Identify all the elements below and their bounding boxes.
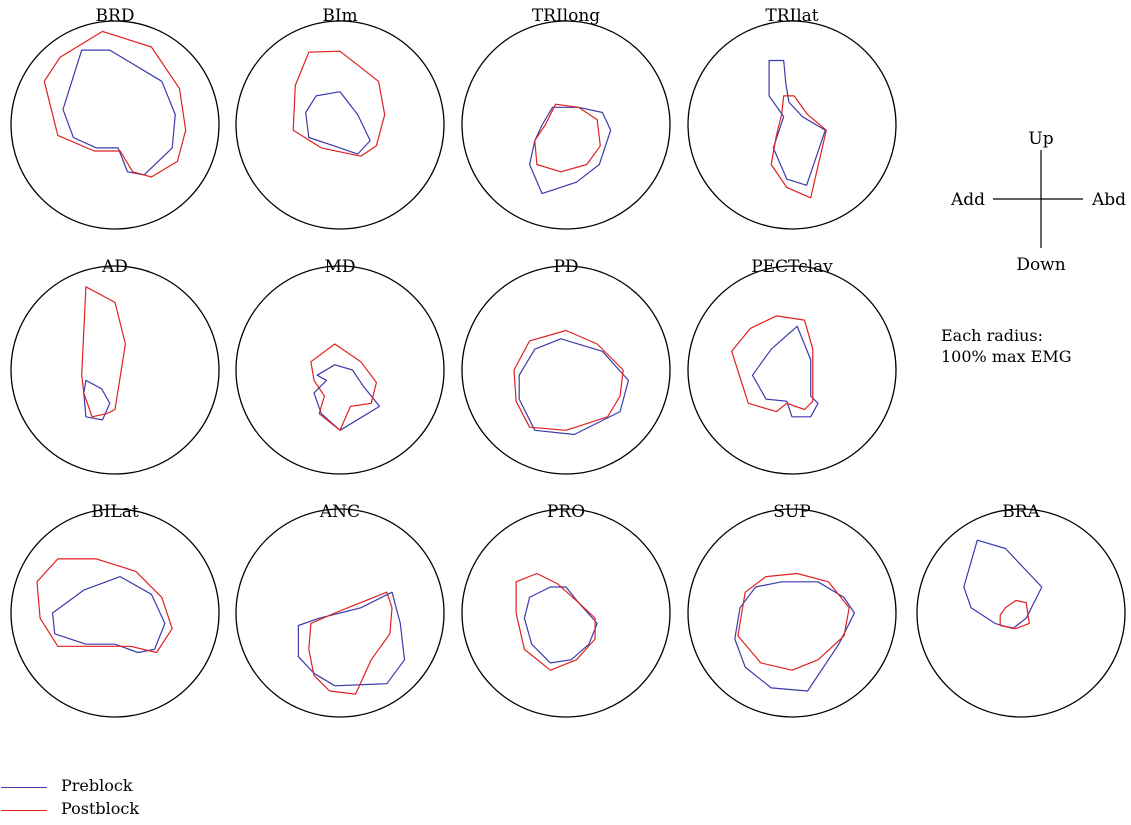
- preblock-line-pectclav: [751, 325, 819, 418]
- radius-note-line1: Each radius:: [941, 326, 1044, 345]
- preblock-line-brd: [62, 49, 176, 176]
- preblock-line-bilat: [51, 575, 166, 654]
- outline-circle-brd: [10, 20, 220, 230]
- outline-circle-md: [235, 265, 445, 475]
- polar-plot-bim: BIm: [235, 6, 445, 230]
- polar-plot-anc: ANC: [235, 502, 445, 718]
- outline-circle-trilong: [461, 20, 671, 230]
- outline-circle-sup: [687, 508, 897, 718]
- outline-circle-pro: [461, 508, 671, 718]
- preblock-line-trilong: [528, 106, 612, 195]
- plot-title-pectclav: PECTclav: [751, 257, 833, 277]
- plot-title-sup: SUP: [773, 502, 810, 522]
- polar-plot-pd: PD: [461, 257, 671, 475]
- plot-title-md: MD: [324, 257, 355, 277]
- preblock-swatch: [1, 787, 47, 788]
- preblock-line-sup: [734, 581, 856, 692]
- outline-circle-anc: [235, 508, 445, 718]
- polar-plot-bilat: BILat: [10, 502, 220, 718]
- polar-plot-pro: PRO: [461, 502, 671, 718]
- polar-plot-bra: BRA: [916, 502, 1126, 718]
- radius-note: Each radius: 100% max EMG: [941, 325, 1072, 367]
- postblock-line-bra: [999, 599, 1030, 630]
- outline-circle-bra: [916, 508, 1126, 718]
- outline-circle-pectclav: [687, 265, 897, 475]
- polar-plot-trilong: TRIlong: [461, 6, 671, 230]
- compass-label-right: Abd: [1091, 190, 1126, 210]
- plot-title-ad: AD: [101, 257, 128, 277]
- postblock-line-pectclav: [731, 315, 814, 413]
- preblock-line-anc: [297, 591, 406, 687]
- postblock-line-pro: [515, 572, 596, 671]
- postblock-swatch: [1, 810, 47, 811]
- radius-note-line2: 100% max EMG: [941, 347, 1072, 366]
- compass-label-down: Down: [1016, 255, 1065, 275]
- plot-title-trilat: TRIlat: [765, 6, 818, 26]
- polar-plot-trilat: TRIlat: [687, 6, 897, 230]
- plot-title-bilat: BILat: [91, 502, 139, 522]
- plot-title-pro: PRO: [547, 502, 585, 522]
- legend-label-postblock: Postblock: [61, 799, 140, 818]
- outline-circle-trilat: [687, 20, 897, 230]
- compass-label-up: Up: [1028, 129, 1053, 149]
- polar-plot-grid: BRD BIm TRIlong TRIlat AD MD PD PECTclav BILat AN…: [10, 6, 1126, 718]
- postblock-line-md: [310, 343, 377, 431]
- polar-plot-md: MD: [235, 257, 445, 475]
- direction-compass: Up Down Add Abd: [950, 129, 1126, 275]
- polar-plot-pectclav: PECTclav: [687, 257, 897, 475]
- preblock-line-pd: [518, 338, 630, 436]
- plot-title-bim: BIm: [322, 6, 357, 26]
- postblock-line-bim: [292, 50, 386, 157]
- plot-title-anc: ANC: [319, 502, 360, 522]
- postblock-line-brd: [43, 30, 187, 178]
- outline-circle-ad: [10, 265, 220, 475]
- postblock-line-anc: [308, 591, 393, 695]
- polar-plot-ad: AD: [10, 257, 220, 475]
- postblock-line-pd: [513, 329, 624, 431]
- polar-plot-sup: SUP: [687, 502, 897, 718]
- postblock-line-trilong: [534, 103, 601, 173]
- preblock-line-bra: [963, 539, 1043, 630]
- outline-circle-pd: [461, 265, 671, 475]
- postblock-line-bilat: [36, 558, 173, 654]
- plot-title-brd: BRD: [96, 6, 135, 26]
- plot-title-pd: PD: [553, 257, 578, 277]
- postblock-line-sup: [737, 572, 850, 671]
- plot-title-bra: BRA: [1002, 502, 1040, 522]
- postblock-line-ad: [81, 286, 127, 418]
- outline-circle-bim: [235, 20, 445, 230]
- preblock-line-pro: [523, 586, 598, 664]
- postblock-line-trilat: [770, 95, 827, 199]
- legend-label-preblock: Preblock: [61, 776, 133, 795]
- polar-plot-brd: BRD: [10, 6, 220, 230]
- preblock-line-md: [313, 364, 381, 431]
- compass-label-left: Add: [950, 190, 985, 210]
- plot-title-trilong: TRIlong: [532, 6, 600, 26]
- outline-circle-bilat: [10, 508, 220, 718]
- preblock-line-bim: [305, 91, 371, 155]
